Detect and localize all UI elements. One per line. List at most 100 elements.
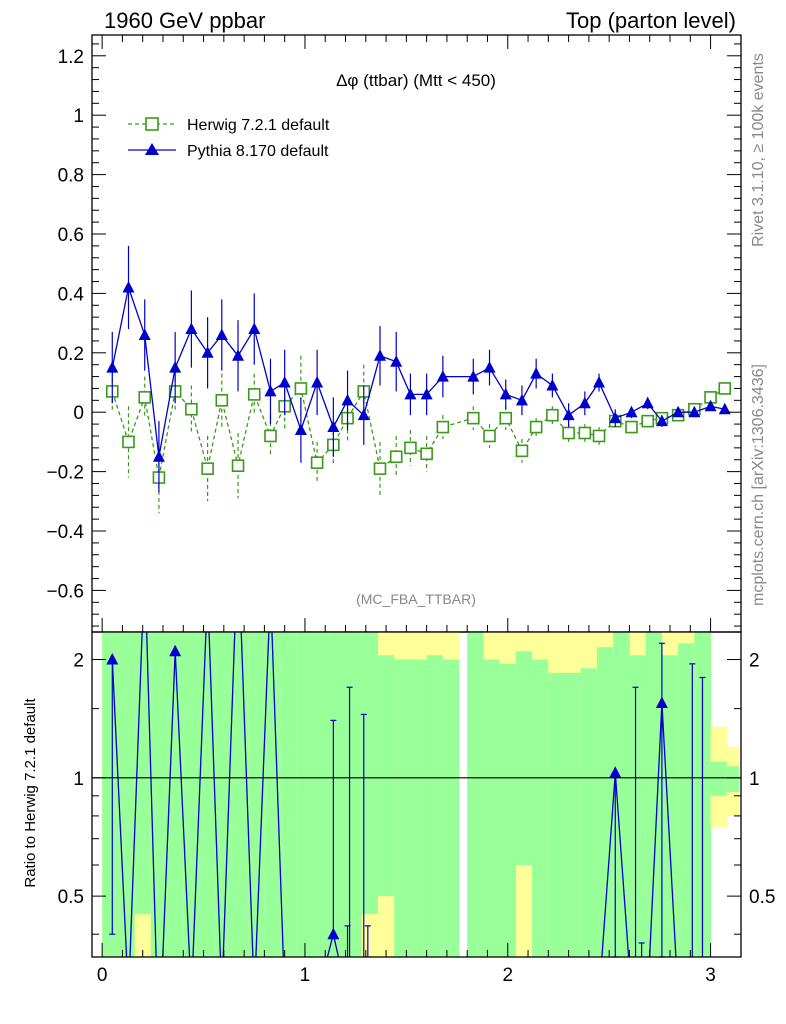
main-ytick-label: 0.2 [58, 344, 84, 365]
ratio-xtick-label: 3 [705, 965, 716, 986]
analysis-label: (MC_FBA_TTBAR) [356, 591, 476, 607]
rivet-label: Rivet 3.1.10, ≥ 100k events [750, 53, 767, 247]
pythia-point [294, 423, 307, 436]
main-ytick-label: 1 [73, 106, 84, 127]
ratio-band-green [483, 659, 501, 957]
pythia-point [327, 420, 340, 433]
ratio-band-green [426, 655, 444, 957]
ratio-band-green [726, 766, 740, 793]
pythia-point [467, 370, 480, 382]
legend-pythia-marker [145, 143, 159, 155]
herwig-point [264, 429, 277, 443]
ratio-ytick-label: 0.5 [58, 887, 84, 908]
ratio-band-green [548, 672, 565, 957]
main-ytick-label: −0.2 [46, 463, 84, 484]
ratio-band-green [329, 632, 346, 957]
ratio-ylabel: Ratio to Herwig 7.2.1 default [22, 698, 39, 888]
herwig-point [404, 441, 417, 455]
ratio-bands [102, 632, 740, 957]
pythia-point [688, 405, 701, 418]
pythia-point [122, 280, 135, 293]
pythia-point [185, 322, 198, 335]
herwig-point [483, 429, 496, 443]
herwig-point [641, 414, 655, 428]
pythia-point [483, 361, 496, 373]
pythia-point [704, 399, 717, 412]
pythia-point [515, 393, 528, 406]
ratio-band-green [313, 632, 330, 957]
ratio-xtick-label: 2 [502, 965, 513, 986]
pythia-point [248, 322, 261, 335]
ratio-band-green [361, 632, 379, 915]
ratio-band-green [597, 647, 614, 957]
herwig-point [310, 456, 324, 470]
pythia-point [264, 384, 277, 397]
ratio-ytick-label: 1 [73, 769, 84, 790]
ratio-pythia-point [106, 653, 119, 665]
pythia-point [232, 349, 245, 361]
pythia-point [625, 405, 638, 418]
ratio-band-green [150, 632, 168, 957]
herwig-point [578, 426, 592, 440]
ratio-ytick-label-right: 0.5 [749, 887, 775, 908]
pythia-point [718, 402, 731, 415]
plot-title: Δφ (ttbar) (Mtt < 450) [336, 71, 496, 90]
ratio-band-green [280, 632, 298, 957]
herwig-point [718, 382, 732, 395]
pythia-point [578, 396, 591, 409]
herwig-point [546, 408, 559, 422]
legend-pythia-label: Pythia 8.170 default [187, 143, 329, 160]
ratio-band-green [102, 632, 119, 957]
herwig-point [247, 388, 261, 401]
ratio-band-green [661, 655, 679, 957]
ratio-band-green [377, 655, 395, 897]
header-left: 1960 GeV ppbar [104, 8, 265, 33]
ratio-band-green [248, 632, 265, 957]
herwig-point [420, 447, 433, 461]
herwig-point [466, 411, 480, 425]
herwig-point [138, 391, 152, 404]
pythia-point [593, 376, 606, 388]
pythia-point [420, 387, 433, 400]
ratio-band-green [231, 632, 249, 957]
herwig-point [215, 394, 229, 407]
ratio-band-green [410, 659, 428, 957]
main-axes: −0.6 −0.4 −0.2 0 0.2 0.4 0.6 0.8 1 1.2 [46, 34, 742, 633]
herwig-point [373, 462, 387, 475]
ratio-band-green [710, 761, 728, 796]
main-ytick-label: 0.8 [58, 166, 84, 187]
ratio-band-green [345, 632, 363, 957]
main-ytick-label: −0.6 [46, 581, 84, 602]
header-right: Top (parton level) [566, 8, 736, 33]
pythia-point [641, 396, 654, 409]
ratio-pythia-point [609, 766, 622, 778]
legend-herwig-label: Herwig 7.2.1 default [187, 117, 330, 134]
herwig-line [111, 387, 726, 478]
pythia-point [311, 376, 324, 388]
main-ytick-label: −0.4 [46, 522, 84, 543]
herwig-point [231, 459, 245, 472]
herwig-point [436, 420, 450, 434]
ratio-frame [91, 631, 742, 958]
pythia-point [530, 367, 543, 379]
ratio-band-green [515, 651, 533, 866]
herwig-point [625, 420, 638, 434]
main-ytick-label: 0 [73, 403, 84, 424]
pythia-point [436, 370, 449, 382]
legend-herwig-marker [145, 117, 159, 131]
ratio-band-green [167, 632, 184, 957]
ratio-series-group [106, 632, 706, 958]
pythia-point [152, 450, 165, 462]
main-ytick-label: 0.6 [58, 225, 84, 246]
ratio-band-green [499, 663, 517, 957]
ratio-band-green [629, 655, 647, 957]
herwig-point [562, 426, 575, 440]
ratio-band-green [564, 672, 582, 957]
ratio-band-green [183, 632, 200, 957]
main-series-group [105, 245, 732, 514]
ratio-ytick-label-right: 1 [749, 769, 760, 790]
pythia-point [201, 346, 214, 358]
ratio-band-green [678, 643, 695, 957]
pythia-point [404, 387, 417, 400]
